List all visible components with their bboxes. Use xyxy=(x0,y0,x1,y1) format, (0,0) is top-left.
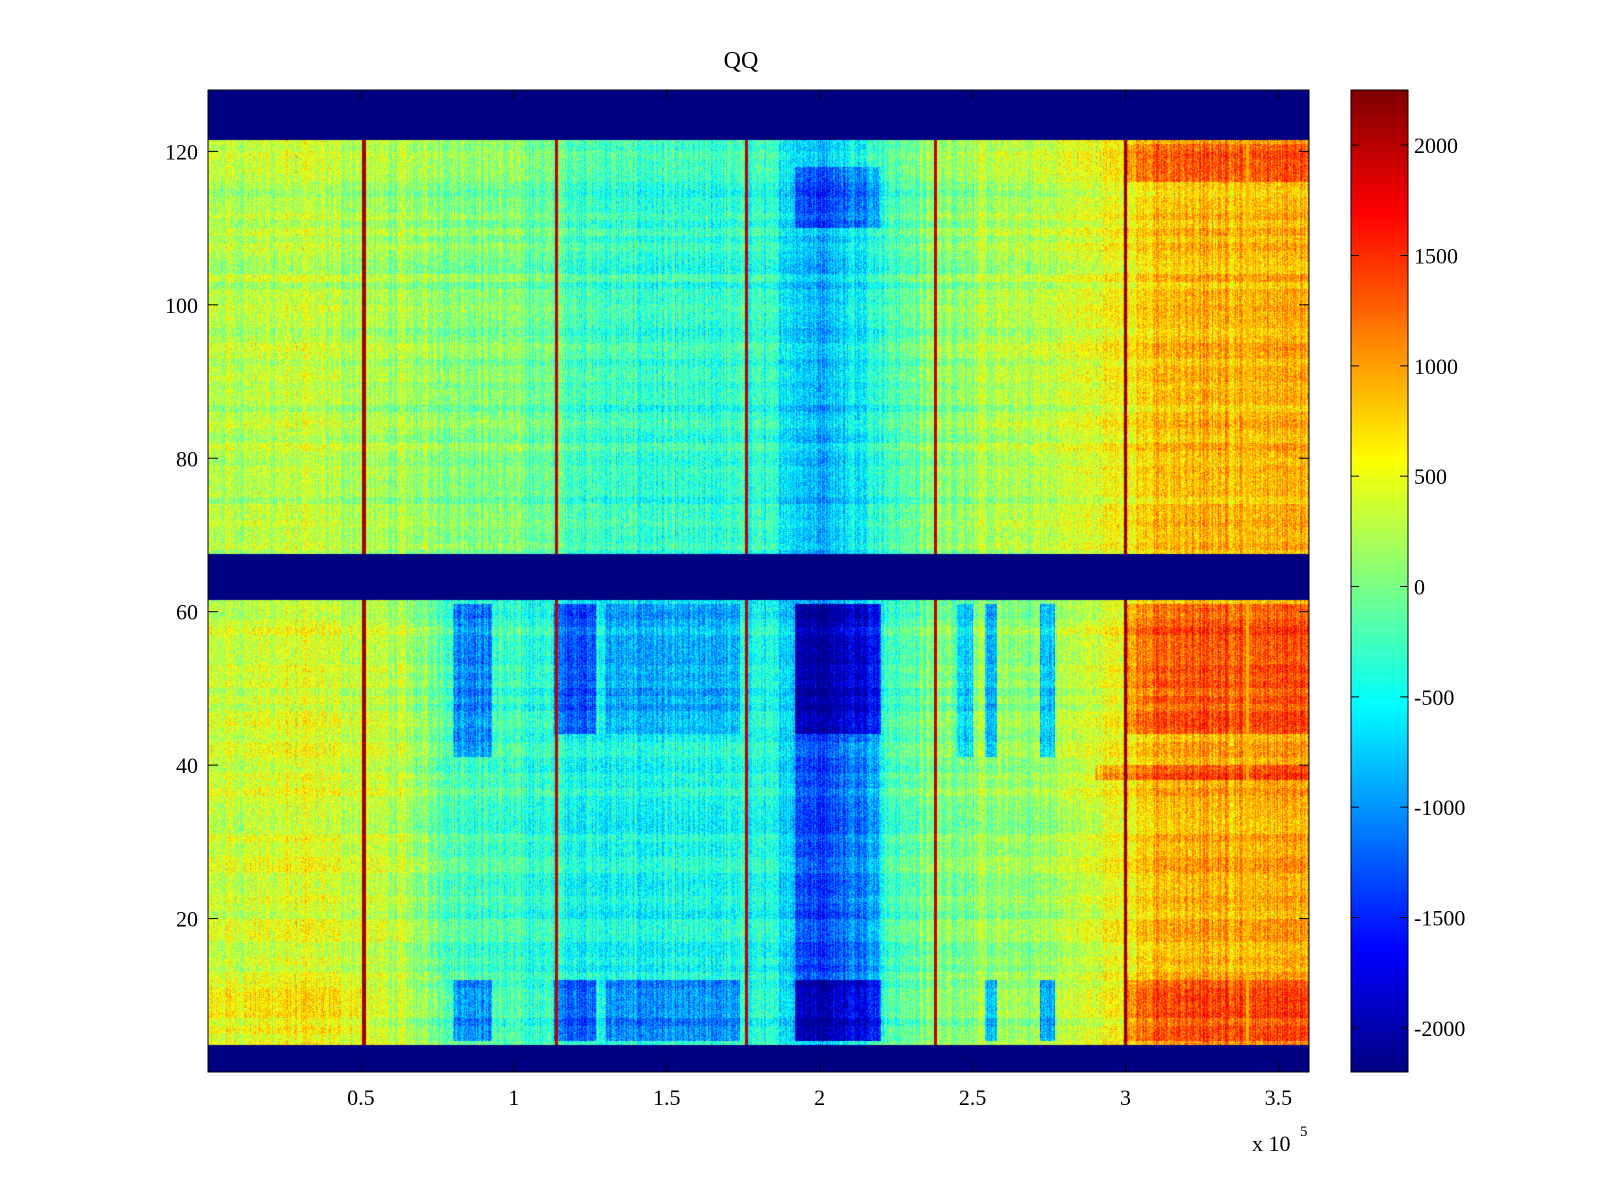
y-axis-ticks: 20 40 60 80 100 120 xyxy=(165,139,1309,932)
x-multiplier-text: x 10 xyxy=(1252,1131,1291,1156)
y-tick-label: 20 xyxy=(176,907,198,932)
colorbar-frame xyxy=(1350,89,1409,1073)
plot-frame xyxy=(207,89,1310,1073)
y-tick-label: 40 xyxy=(176,753,198,778)
x-tick-label: 3.5 xyxy=(1265,1085,1293,1110)
y-tick-label: 120 xyxy=(165,139,198,164)
x-tick-label: 2 xyxy=(814,1085,825,1110)
colorbar-tick-label: 500 xyxy=(1414,464,1447,489)
colorbar-tick-label: 2000 xyxy=(1414,133,1458,158)
plot-area: 0.5 1 1.5 2 2.5 3 3.5 20 40 60 80 100 120 xyxy=(165,89,1310,1110)
colorbar-gradient xyxy=(1351,90,1408,1072)
heatmap-image xyxy=(208,90,1309,1072)
colorbar-ticks: 2000 1500 1000 500 0 -500 -1000 -1500 -2000 xyxy=(1351,133,1465,1041)
x-tick-label: 1 xyxy=(508,1085,519,1110)
x-tick-label: 0.5 xyxy=(347,1085,375,1110)
colorbar-tick-label: -2000 xyxy=(1414,1016,1465,1041)
x-tick-label: 1.5 xyxy=(653,1085,681,1110)
colorbar-tick-label: -1000 xyxy=(1414,795,1465,820)
chart-title: QQ xyxy=(724,48,759,74)
x-axis-multiplier: x 10 5 xyxy=(1252,1124,1308,1156)
colorbar-tick-label: 1500 xyxy=(1414,244,1458,269)
colorbar-tick-label: 0 xyxy=(1414,575,1425,600)
colorbar-tick-label: 1000 xyxy=(1414,354,1458,379)
y-tick-label: 60 xyxy=(176,600,198,625)
x-tick-label: 3 xyxy=(1120,1085,1131,1110)
y-tick-label: 80 xyxy=(176,446,198,471)
x-axis-ticks: 0.5 1 1.5 2 2.5 3 3.5 xyxy=(347,90,1292,1110)
y-tick-label: 100 xyxy=(165,293,198,318)
colorbar: 2000 1500 1000 500 0 -500 -1000 -1500 -2000 xyxy=(1350,89,1465,1073)
colorbar-tick-label: -500 xyxy=(1414,685,1454,710)
x-tick-label: 2.5 xyxy=(959,1085,987,1110)
x-multiplier-exponent: 5 xyxy=(1300,1124,1308,1140)
colorbar-tick-label: -1500 xyxy=(1414,906,1465,931)
